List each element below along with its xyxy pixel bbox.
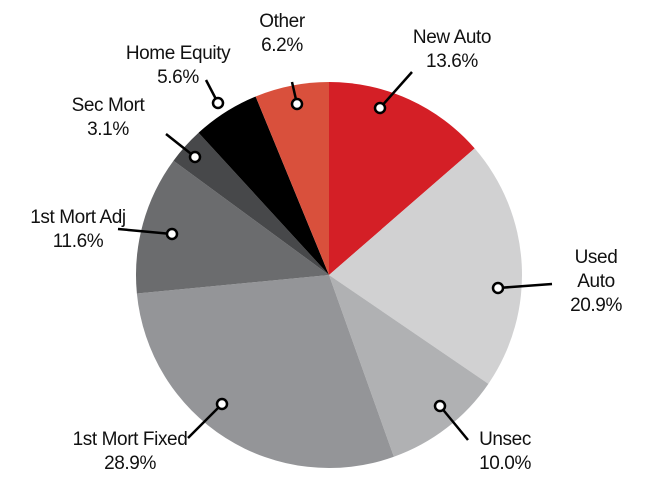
value-label: 6.2% [261, 35, 303, 56]
leader-line [439, 405, 469, 441]
value-label: 20.9% [570, 295, 622, 316]
leader-dot [491, 281, 505, 295]
value-label: 5.6% [157, 67, 199, 88]
leader-dot [188, 150, 202, 164]
leader-line [497, 282, 553, 290]
category-label: 1st Mort Adj [30, 207, 126, 228]
category-label: Other [259, 11, 305, 32]
category-label: Used Auto [574, 247, 618, 292]
slice-label: 1st Mort Adj 11.6% [19, 206, 137, 254]
pie-slice [329, 82, 475, 275]
pie-slice [255, 82, 329, 275]
leader-dot [290, 97, 304, 111]
slice-label: 1st Mort Fixed 28.9% [71, 428, 189, 476]
pie-slice [198, 96, 329, 275]
leader-dot [215, 397, 229, 411]
pie-slice [329, 275, 489, 457]
pie-slice [136, 275, 394, 468]
slice-label: Unsec 10.0% [479, 428, 531, 476]
slice-label: Other 6.2% [259, 10, 305, 58]
value-label: 28.9% [104, 453, 156, 474]
pie-slice [173, 132, 329, 275]
leader-line [117, 227, 173, 236]
pie-slice [136, 160, 329, 294]
value-label: 3.1% [87, 119, 129, 140]
pie-slice [329, 148, 522, 384]
category-label: 1st Mort Fixed [72, 429, 188, 450]
slice-label: New Auto 13.6% [412, 26, 492, 74]
leader-dot [433, 399, 447, 413]
category-label: Home Equity [125, 43, 231, 64]
category-label: Sec Mort [71, 95, 145, 116]
leader-line [187, 403, 223, 439]
value-label: 10.0% [479, 453, 531, 474]
leader-dot [165, 227, 179, 241]
leader-line [379, 71, 413, 109]
leader-dot [211, 96, 225, 110]
leader-dot [373, 101, 387, 115]
value-label: 13.6% [426, 51, 478, 72]
category-label: New Auto [412, 27, 492, 48]
category-label: Unsec [479, 429, 531, 450]
slice-label: Sec Mort 3.1% [72, 94, 145, 142]
slice-label: Home Equity 5.6% [125, 42, 231, 90]
slice-label: Used Auto 20.9% [558, 246, 634, 318]
value-label: 11.6% [52, 231, 104, 252]
